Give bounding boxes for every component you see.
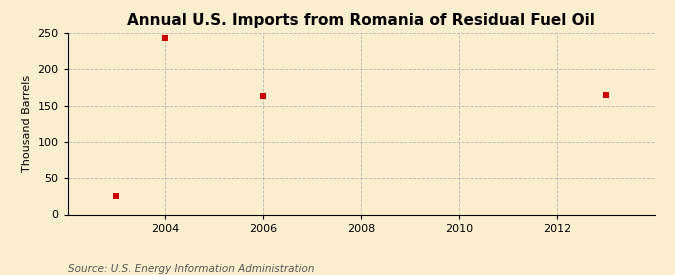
Point — [258, 94, 269, 98]
Point — [160, 36, 171, 40]
Point — [601, 92, 612, 97]
Text: Source: U.S. Energy Information Administration: Source: U.S. Energy Information Administ… — [68, 264, 314, 274]
Y-axis label: Thousand Barrels: Thousand Barrels — [22, 75, 32, 172]
Point — [111, 194, 122, 199]
Title: Annual U.S. Imports from Romania of Residual Fuel Oil: Annual U.S. Imports from Romania of Resi… — [127, 13, 595, 28]
